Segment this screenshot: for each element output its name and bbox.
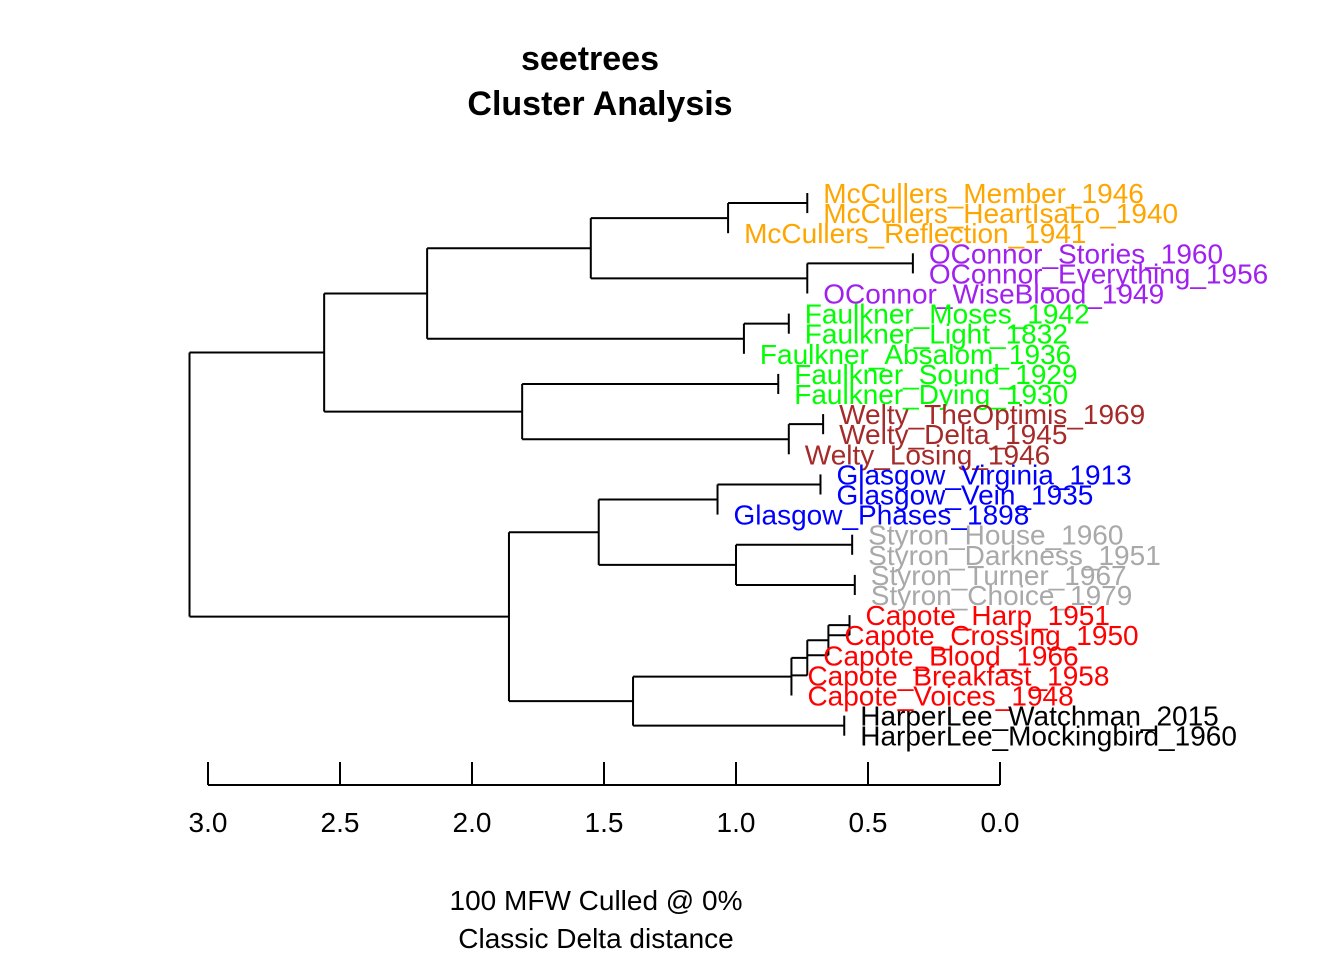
leaf-label: HarperLee_Watchman_2015 [860,701,1219,732]
leaf-label: McCullers_HeartIsaLo_1940 [823,198,1178,229]
leaf-label: Capote_Crossing_1950 [844,620,1138,651]
leaf-label: Styron_Turner_1967 [871,560,1127,591]
leaf-label: Faulkner_Dying_1930 [794,379,1068,410]
leaf-label: Glasgow_Vein_1935 [836,480,1093,511]
leaf-label: Welty_Losing_1946 [805,439,1050,470]
axis-tick-label: 0.5 [849,807,888,838]
caption-mfw: 100 MFW Culled @ 0% [450,885,743,916]
leaf-label: Styron_Choice_1979 [871,580,1133,611]
leaf-label: Styron_Darkness_1951 [868,540,1161,571]
chart-title: seetrees [521,40,659,78]
leaf-label: Faulkner_Absalom_1936 [760,339,1071,370]
leaf-label: Glasgow_Virginia_1913 [836,459,1131,490]
axis-tick-label: 3.0 [189,807,228,838]
leaf-label: Welty_Delta_1945 [839,419,1067,450]
dendrogram-branches [188,193,914,736]
leaf-labels: McCullers_Member_1946McCullers_HeartIsaL… [734,178,1269,752]
leaf-label: OConnor_Stories_1960 [929,238,1223,269]
leaf-label: OConnor_WiseBlood_1949 [823,279,1164,310]
leaf-label: OConnor_Everything_1956 [929,258,1268,289]
leaf-label: HarperLee_Mockingbird_1960 [860,721,1237,752]
axis-tick-label: 2.0 [453,807,492,838]
leaf-label: Capote_Harp_1951 [866,600,1110,631]
leaf-label: Capote_Blood_1966 [823,640,1078,671]
axis-tick-label: 1.5 [585,807,624,838]
leaf-label: Styron_House_1960 [868,520,1123,551]
leaf-label: Faulkner_Moses_1942 [805,299,1090,330]
leaf-label: Faulkner_Light_1832 [805,319,1068,350]
leaf-label: Capote_Voices_1948 [807,681,1073,712]
leaf-label: McCullers_Reflection_1941 [744,218,1086,249]
distance-axis: 3.0 2.5 2.0 1.5 1.0 0.5 0.0 [189,762,1020,838]
leaf-label: Capote_Breakfast_1958 [807,660,1109,691]
leaf-label: Glasgow_Phases_1898 [734,500,1030,531]
caption-distance: Classic Delta distance [458,923,733,954]
axis-tick-label: 0.0 [981,807,1020,838]
axis-tick-label: 2.5 [321,807,360,838]
chart-subtitle: Cluster Analysis [467,85,732,123]
leaf-label: Welty_TheOptimis_1969 [839,399,1145,430]
leaf-label: Faulkner_Sound_1929 [794,359,1077,390]
axis-tick-label: 1.0 [717,807,756,838]
leaf-label: McCullers_Member_1946 [823,178,1144,209]
